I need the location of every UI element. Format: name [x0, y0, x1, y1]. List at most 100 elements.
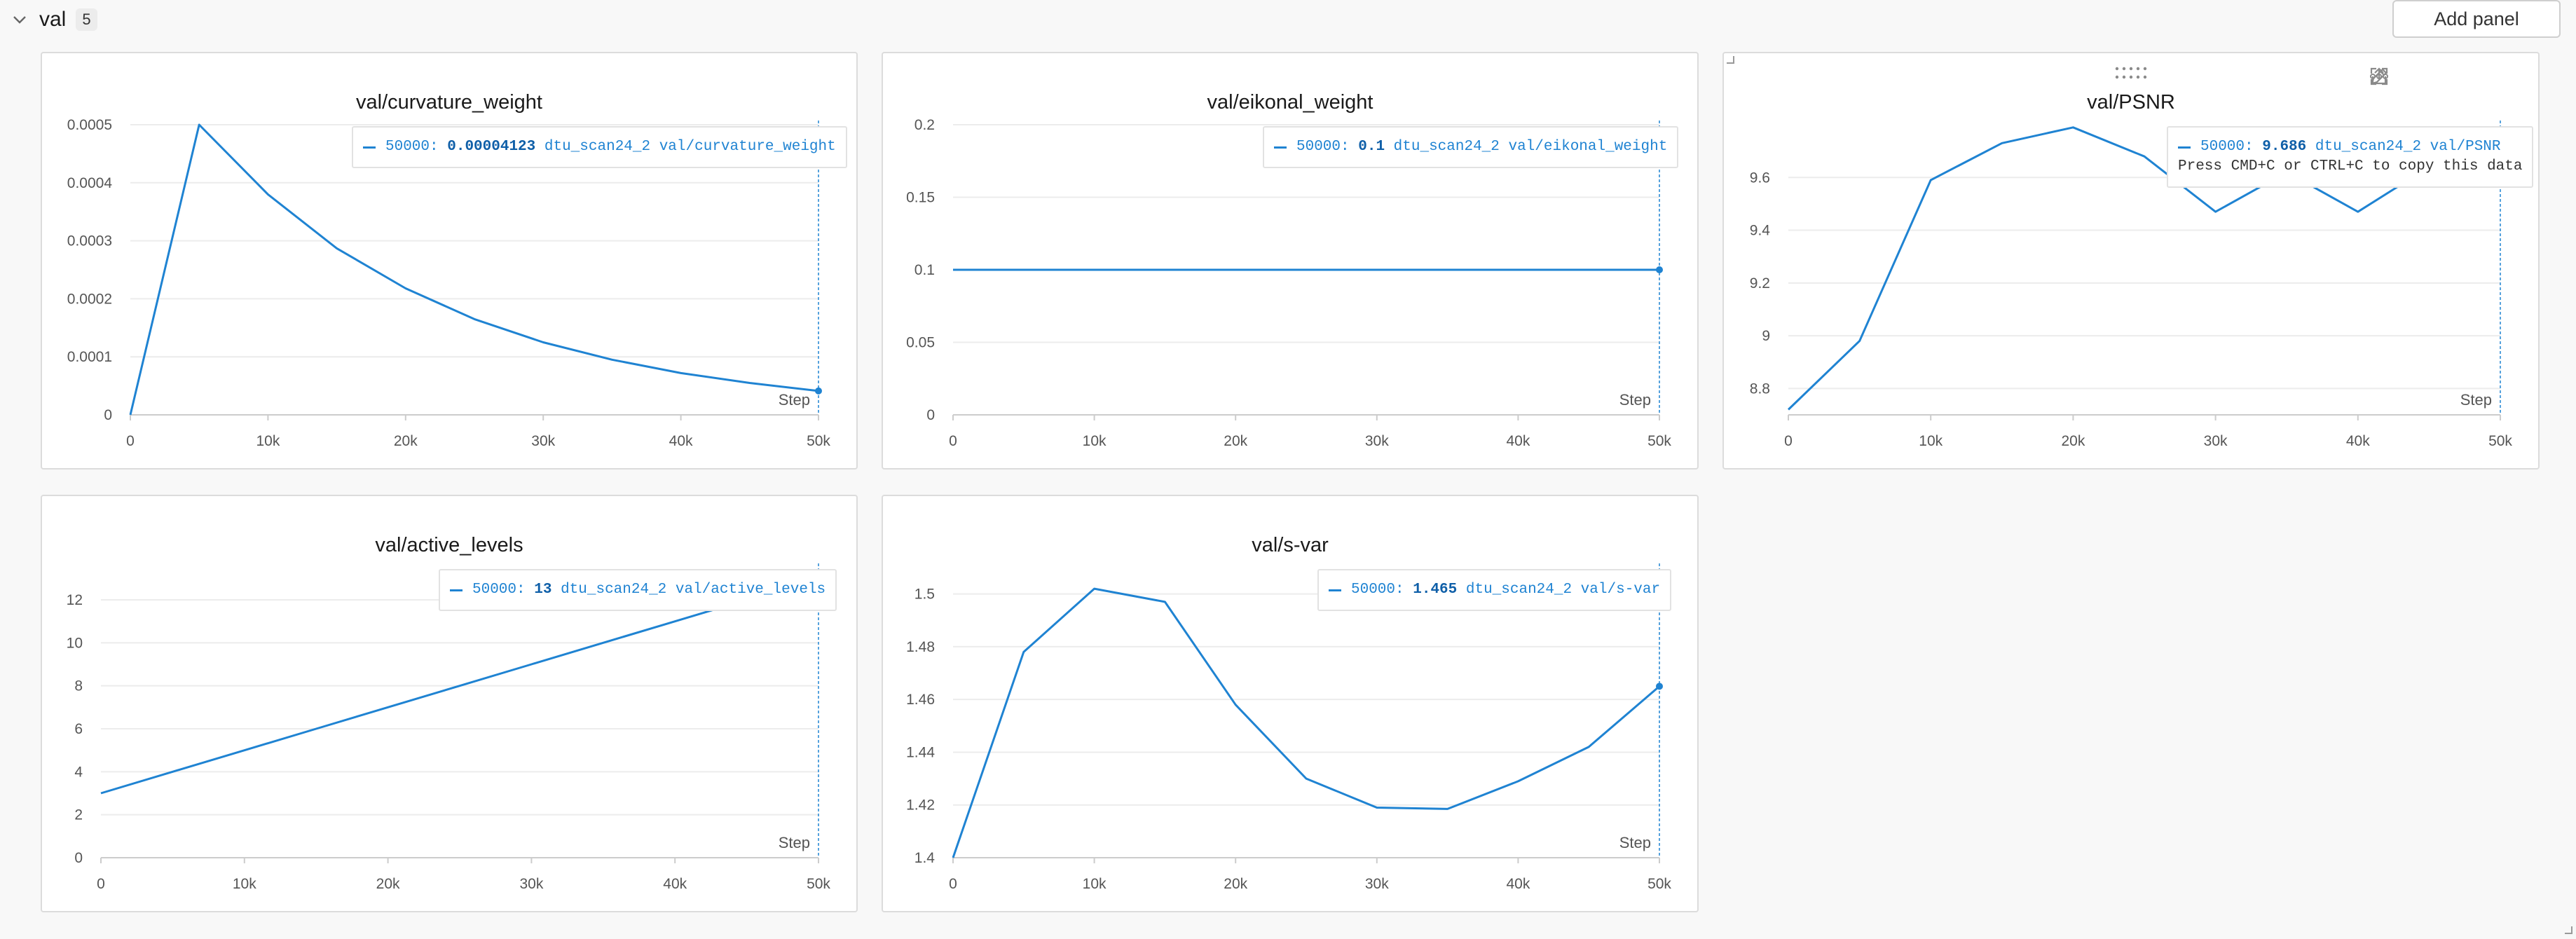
x-tick-label: 20k — [2061, 433, 2085, 449]
section-title: val — [39, 8, 67, 31]
y-tick-label: 0.0005 — [67, 117, 112, 133]
x-tick-label: 50k — [1647, 876, 1671, 892]
y-tick-label: 1.42 — [906, 797, 935, 814]
series-swatch — [1274, 146, 1287, 149]
x-tick-label: 30k — [1365, 876, 1389, 892]
x-tick-label: 10k — [1919, 433, 1943, 449]
x-tick-label: 20k — [376, 876, 400, 892]
chart-tooltip: 50000: 0.1 dtu_scan24_2 val/eikonal_weig… — [1263, 126, 1679, 168]
x-tick-label: 40k — [663, 876, 687, 892]
y-tick-label: 4 — [74, 764, 83, 780]
x-tick-label: 0 — [97, 876, 105, 892]
x-tick-label: 0 — [1784, 433, 1793, 449]
series-line — [129, 123, 819, 416]
y-tick-label: 1.48 — [906, 639, 935, 655]
panel-toolbar — [2369, 66, 2528, 91]
tooltip-copy-hint: Press CMD+C or CTRL+C to copy this data — [2178, 158, 2523, 174]
y-tick-label: 8 — [74, 678, 83, 694]
tooltip-run-label: dtu_scan24_2 val/eikonal_weight — [1393, 139, 1668, 155]
y-tick-label: 9.2 — [1750, 275, 1770, 292]
series-swatch — [450, 589, 463, 591]
fullscreen-icon[interactable] — [2370, 66, 2483, 91]
y-tick-label: 0.0001 — [67, 349, 112, 365]
panel-title: val/s-var — [1252, 534, 1329, 556]
x-tick-label: 30k — [519, 876, 543, 892]
x-axis-label: Step — [2460, 391, 2492, 409]
x-axis-label: Step — [779, 391, 810, 409]
series-swatch — [1329, 589, 1341, 591]
x-tick-label: 50k — [2488, 433, 2512, 449]
tooltip-run-label: dtu_scan24_2 val/curvature_weight — [544, 139, 836, 155]
x-tick-label: 40k — [669, 433, 693, 449]
chart-panel-active-levels: val/active_levels 0 2 4 6 8 10 12 0 10k 20k 30k 40k… — [41, 495, 858, 912]
tooltip-value: 0.00004123 — [447, 139, 536, 155]
chart-panel-s-var: val/s-var 1.4 1.42 1.44 1.46 1.48 1.5 0 10k 20k 3… — [882, 495, 1699, 912]
tooltip-value: 0.1 — [1358, 139, 1385, 155]
tooltip-value: 9.686 — [2262, 139, 2307, 155]
tooltip-value: 13 — [534, 582, 552, 598]
x-tick-label: 10k — [256, 433, 280, 449]
chart-tooltip: 50000: 0.00004123 dtu_scan24_2 val/curva… — [352, 126, 847, 168]
tooltip-run-label: dtu_scan24_2 val/active_levels — [561, 582, 826, 598]
panel-title: val/active_levels — [375, 534, 523, 556]
y-tick-label: 0.2 — [914, 117, 935, 133]
edit-icon[interactable] — [2371, 66, 2439, 91]
x-axis-label: Step — [779, 834, 810, 851]
chart-tooltip: 50000: 1.465 dtu_scan24_2 val/s-var — [1317, 569, 1672, 611]
x-tick-label: 40k — [2346, 433, 2370, 449]
y-tick-label: 12 — [67, 592, 83, 608]
line-chart: 0 0.0001 0.0002 0.0003 0.0004 0.0005 0 10k 20k 30… — [67, 117, 831, 449]
line-chart: 8.8 9 9.2 9.4 9.6 0 10k 20k 30k 40k 50k Step — [1750, 121, 2512, 449]
y-tick-label: 10 — [67, 635, 83, 651]
x-tick-label: 50k — [1647, 433, 1671, 449]
series-line — [952, 587, 1660, 858]
y-tick-label: 2 — [74, 807, 83, 823]
grid-resize-handle-icon[interactable] — [2562, 924, 2573, 935]
x-tick-label: 50k — [807, 876, 830, 892]
y-tick-label: 0.15 — [906, 190, 935, 206]
chevron-down-icon[interactable] — [10, 10, 29, 29]
chart-panel-psnr: val/PSNR 8.8 9 9.2 9.4 9.6 0 10k 20k 30k 40k 50k St… — [1722, 52, 2540, 470]
y-tick-label: 8.8 — [1750, 381, 1770, 397]
y-tick-label: 1.46 — [906, 692, 935, 708]
x-tick-label: 10k — [233, 876, 256, 892]
y-tick-label: 0 — [926, 407, 935, 423]
line-chart: 0 0.05 0.1 0.15 0.2 0 10k 20k 30k 40k 50k Step — [906, 117, 1671, 449]
add-panel-button[interactable]: Add panel — [2392, 0, 2561, 38]
more-icon[interactable] — [2370, 66, 2528, 91]
x-tick-label: 30k — [1365, 433, 1389, 449]
series-line — [100, 577, 819, 795]
x-tick-label: 20k — [1224, 433, 1247, 449]
panel-title: val/curvature_weight — [356, 91, 542, 114]
section-header: val 5 — [10, 4, 97, 35]
x-tick-label: 30k — [2204, 433, 2228, 449]
hover-point — [1656, 266, 1663, 273]
resize-handle-icon[interactable] — [1724, 53, 1735, 64]
y-tick-label: 1.4 — [914, 850, 936, 866]
line-chart: 0 2 4 6 8 10 12 0 10k 20k 30k 40k 50k Step — [67, 563, 830, 892]
x-tick-label: 0 — [949, 876, 957, 892]
y-tick-label: 0.0003 — [67, 233, 112, 249]
panel-title: val/eikonal_weight — [1207, 91, 1373, 114]
drag-handle-icon[interactable] — [2113, 64, 2149, 81]
x-tick-label: 20k — [1224, 876, 1247, 892]
tooltip-step: 50000: — [1351, 582, 1404, 598]
tooltip-step: 50000: — [472, 582, 526, 598]
tooltip-step: 50000: — [385, 139, 439, 155]
x-axis-label: Step — [1619, 834, 1651, 851]
chart-tooltip: 50000: 13 dtu_scan24_2 val/active_levels — [439, 569, 837, 611]
hover-point — [1656, 683, 1663, 690]
x-tick-label: 0 — [126, 433, 135, 449]
y-tick-label: 0.05 — [906, 335, 935, 351]
x-tick-label: 30k — [531, 433, 555, 449]
chart-tooltip: 50000: 9.686 dtu_scan24_2 val/PSNR Press… — [2167, 126, 2534, 188]
y-tick-label: 1.44 — [906, 744, 935, 760]
x-tick-label: 50k — [807, 433, 830, 449]
x-tick-label: 40k — [1506, 876, 1530, 892]
y-tick-label: 9 — [1762, 328, 1770, 344]
chart-panel-curvature-weight: val/curvature_weight 0 0.0001 0.0002 0.0003… — [41, 52, 858, 470]
y-tick-label: 0.0004 — [67, 175, 113, 191]
tooltip-step: 50000: — [1296, 139, 1350, 155]
x-tick-label: 0 — [949, 433, 957, 449]
y-tick-label: 0 — [104, 407, 112, 423]
